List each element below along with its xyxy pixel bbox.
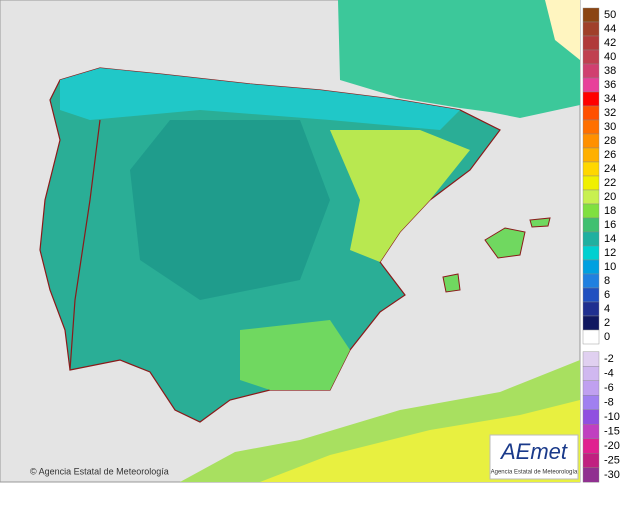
legend-swatch (582, 91, 600, 107)
legend-label: 24 (604, 163, 616, 175)
legend-label: 36 (604, 79, 616, 91)
legend-swatch (582, 63, 600, 79)
legend-swatch (582, 366, 600, 381)
legend-label: 12 (604, 247, 616, 259)
legend-label: 18 (604, 205, 616, 217)
north-coast (60, 68, 460, 130)
legend-swatch (582, 49, 600, 65)
legend-label: 0 (604, 331, 610, 343)
andalusia-east (240, 320, 350, 390)
logo-name: AEmet (499, 439, 568, 464)
legend-label: -2 (604, 353, 614, 365)
legend-label: 10 (604, 261, 616, 273)
legend-swatch (582, 467, 600, 483)
legend-swatch (582, 133, 600, 149)
legend-swatch (582, 147, 600, 163)
legend-label: 6 (604, 289, 610, 301)
legend-label: -8 (604, 396, 614, 408)
legend-swatch (582, 161, 600, 177)
legend-label: -4 (604, 367, 614, 379)
legend-swatch (582, 35, 600, 51)
mallorca (484, 227, 526, 259)
legend-swatch (582, 21, 600, 37)
legend-swatch (582, 351, 600, 367)
legend-label: 2 (604, 317, 610, 329)
legend-swatch (582, 231, 600, 247)
legend-label: -15 (604, 425, 620, 437)
legend-label: 42 (604, 37, 616, 49)
legend-swatch (582, 273, 600, 289)
legend-swatch (582, 77, 600, 93)
legend-label: 50 (604, 9, 616, 21)
legend-swatch (582, 301, 600, 317)
legend-swatch (582, 287, 600, 303)
legend-label: 26 (604, 149, 616, 161)
legend-swatch (582, 424, 600, 439)
legend-label: 38 (604, 65, 616, 77)
legend-swatch (582, 189, 600, 205)
france (338, 0, 580, 118)
legend-swatch (582, 329, 600, 345)
legend-swatch (582, 409, 600, 425)
legend-label: 22 (604, 177, 616, 189)
portugal-border (69, 119, 101, 371)
interior (130, 120, 330, 300)
legend-label: -10 (604, 411, 620, 423)
legend-label: 44 (604, 23, 616, 35)
legend-swatch (582, 245, 600, 261)
legend-swatch (582, 259, 600, 275)
legend-label: 32 (604, 107, 616, 119)
legend-swatch (582, 105, 600, 121)
legend-swatch (582, 119, 600, 135)
legend-swatch (582, 380, 600, 396)
legend-label: -30 (604, 469, 620, 481)
france-east (545, 0, 580, 60)
copyright: © Agencia Estatal de Meteorología (30, 466, 169, 476)
legend-label: 34 (604, 93, 616, 105)
legend-swatch (582, 203, 600, 219)
legend-swatch (582, 438, 600, 454)
legend-swatch (582, 453, 600, 468)
legend-label: 14 (604, 233, 616, 245)
legend-label: 8 (604, 275, 610, 287)
legend-swatch (582, 315, 600, 331)
legend-label: -20 (604, 440, 620, 452)
legend-swatch (582, 175, 600, 191)
menorca (529, 217, 551, 228)
legend-swatch (582, 395, 600, 410)
legend-label: 40 (604, 51, 616, 63)
legend-label: 30 (604, 121, 616, 133)
legend-label: 20 (604, 191, 616, 203)
legend-label: 4 (604, 303, 610, 315)
legend-swatch (582, 7, 600, 23)
legend-label: -6 (604, 382, 614, 394)
logo-subtitle: Agencia Estatal de Meteorología (491, 470, 578, 476)
legend-label: -25 (604, 454, 620, 466)
legend-label: 28 (604, 135, 616, 147)
ibiza (442, 273, 461, 293)
legend-swatch (582, 217, 600, 233)
ebro-valencia (330, 130, 470, 262)
legend-label: 16 (604, 219, 616, 231)
logo-box (489, 434, 579, 480)
